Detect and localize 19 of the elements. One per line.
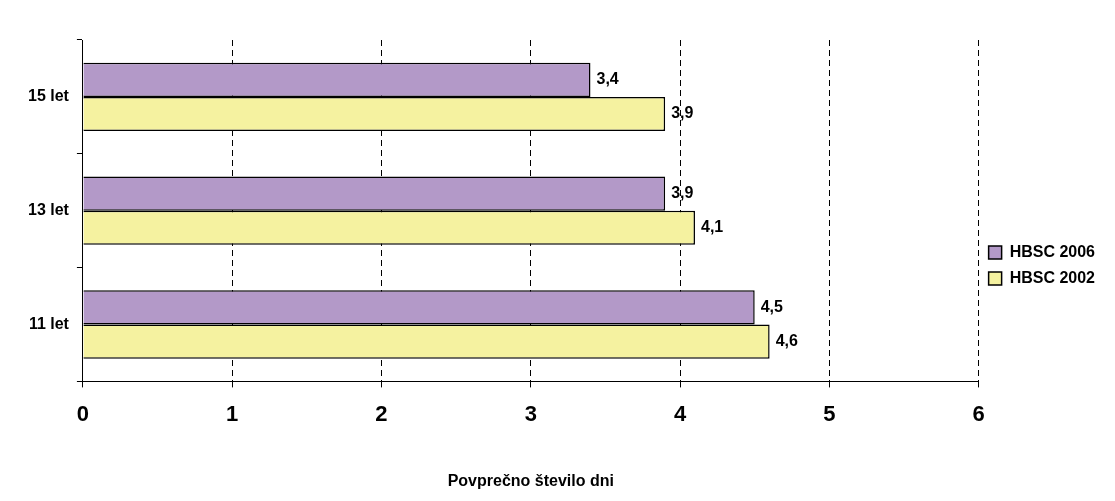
x-tick-label: 5 — [823, 400, 836, 426]
y-tick-label: 15 let — [27, 87, 70, 105]
x-tick-label: 0 — [76, 400, 90, 426]
data-label: 4,5 — [760, 297, 784, 315]
data-label: 3,9 — [671, 104, 694, 122]
data-label: 4,1 — [700, 218, 724, 236]
data-label: 3,9 — [671, 184, 694, 202]
x-tick-label: 4 — [673, 400, 687, 426]
legend-label: HBSC 2002 — [1009, 268, 1096, 286]
x-axis-title: Povprečno število dni — [447, 471, 614, 489]
y-tick-label: 13 let — [27, 201, 70, 219]
data-label: 3,4 — [596, 70, 619, 88]
data-label: 4,6 — [775, 331, 798, 349]
y-tick-label: 11 let — [28, 314, 70, 332]
x-tick-label: 3 — [524, 400, 537, 426]
x-tick-label: 6 — [972, 400, 985, 426]
x-tick-label: 2 — [375, 400, 388, 426]
legend-label: HBSC 2006 — [1009, 242, 1096, 260]
x-tick-label: 1 — [226, 400, 239, 426]
